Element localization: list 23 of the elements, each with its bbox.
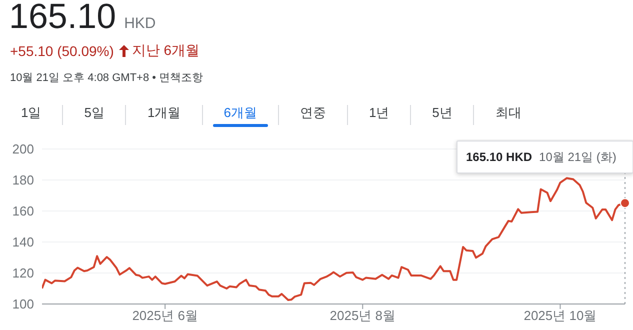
y-tick-label: 160 [12,204,34,219]
text: 지난 6개월 [132,42,200,60]
text: 최대 [494,104,522,122]
y-tick-label: 100 [12,296,34,312]
y-tick-label: 200 [12,142,34,157]
text: +55.10 (50.09%) [10,43,114,59]
text: 1개월 [146,104,182,122]
x-tick-label: 2025년 6월 [132,308,198,324]
text: 1년 [368,104,390,122]
y-tick-label: 140 [12,234,34,250]
annotation: 165.10 HKD 10월 21일 (화) [466,150,616,164]
text: HKD [124,15,156,32]
chart-title: 165.10 [9,0,116,36]
text: 1일 [20,104,42,122]
text: 연중 [298,104,327,122]
text: 5년 [431,104,454,122]
y-tick-label: 180 [12,172,34,188]
x-tick-label: 2025년 10월 [524,308,597,324]
text: 6개월 [222,104,258,122]
text: 5일 [83,104,106,122]
x-tick-label: 2025년 8월 [330,308,396,324]
y-tick-label: 120 [12,266,34,281]
text: 10월 21일 오후 4:08 GMT+8 • 면책조항 [10,71,204,85]
